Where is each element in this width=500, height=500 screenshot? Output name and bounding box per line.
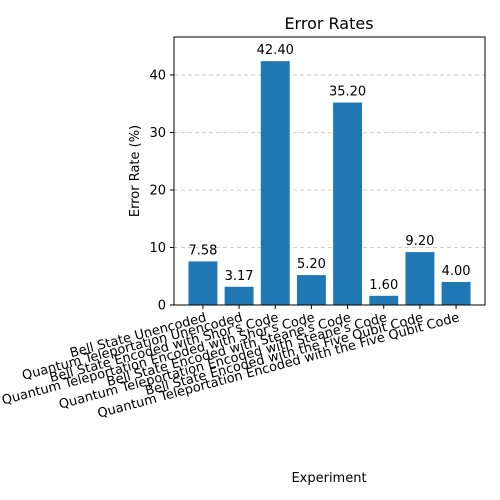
plot-area-frame — [173, 36, 486, 306]
bar — [369, 295, 399, 305]
bar-value-label: 3.17 — [225, 269, 254, 284]
bar — [441, 281, 471, 305]
bar — [405, 252, 435, 305]
y-tick-label: 10 — [149, 241, 166, 256]
y-tick-label: 30 — [149, 126, 166, 141]
bar-value-label: 9.20 — [405, 234, 434, 249]
bar — [224, 286, 254, 305]
chart-title: Error Rates — [284, 14, 373, 33]
y-tick-label: 20 — [149, 183, 166, 198]
bar-value-labels: 7.58 3.17 42.40 5.20 35.20 1.60 9.20 4.00 — [188, 43, 470, 293]
gridlines — [174, 74, 485, 306]
bar-value-label: 5.20 — [297, 257, 326, 272]
bar-value-label: 35.20 — [329, 85, 366, 100]
y-tick-label: 40 — [149, 68, 166, 83]
bar-value-label: 4.00 — [442, 264, 471, 279]
bar-value-label: 1.60 — [369, 278, 398, 293]
y-axis: 0 10 20 30 40 — [149, 68, 174, 314]
y-axis-title: Error Rate (%) — [128, 125, 143, 217]
bar — [188, 261, 218, 305]
bar-value-label: 7.58 — [188, 243, 217, 258]
bars — [188, 61, 471, 306]
y-tick-label: 0 — [158, 299, 166, 314]
bar — [260, 61, 290, 305]
bar-value-label: 42.40 — [257, 43, 294, 58]
bar — [333, 102, 363, 306]
x-axis-title: Experiment — [291, 471, 366, 486]
bar — [296, 275, 326, 305]
